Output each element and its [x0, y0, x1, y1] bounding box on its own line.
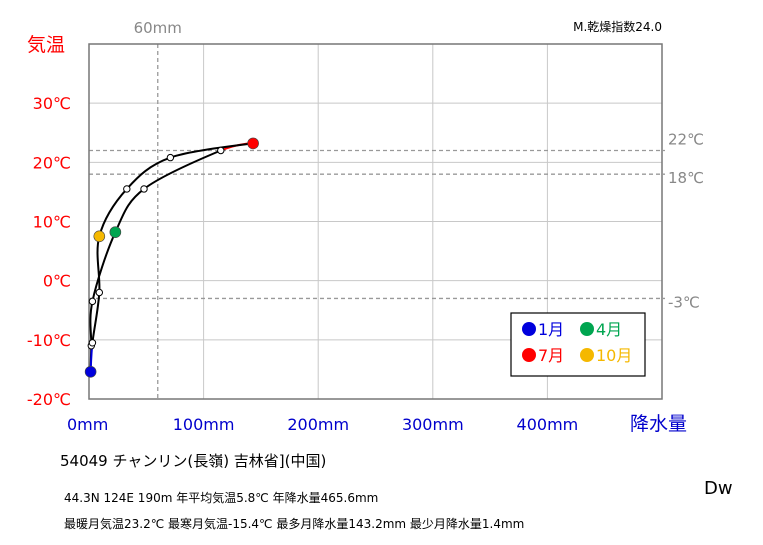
climate-curve: [89, 141, 256, 373]
legend-marker: [580, 322, 594, 336]
month-point-10: [93, 230, 106, 243]
y-tick-label: 20℃: [33, 153, 71, 172]
month-point-8: [166, 153, 175, 162]
legend-marker: [522, 348, 536, 362]
month-point-11: [95, 288, 104, 297]
month-point-5: [140, 185, 148, 193]
legend-label: 7月: [538, 346, 564, 365]
x-tick-label: 0mm: [67, 415, 108, 434]
dryness-index: M.乾燥指数24.0: [573, 19, 662, 34]
legend-marker: [580, 348, 594, 362]
koppen-class: Dw: [704, 478, 733, 499]
y-tick-label: 0℃: [43, 272, 71, 291]
month-point-9: [123, 185, 131, 193]
curve-segment-5-6: [143, 149, 222, 190]
x-tick-label: 200mm: [287, 415, 349, 434]
legend-label: 4月: [596, 320, 622, 339]
ref-label-temp: 18℃: [668, 169, 704, 187]
station-title: 54049 チャンリン(長嶺) 吉林省](中国): [60, 452, 327, 470]
month-point-7: [247, 137, 259, 150]
month-points: [84, 137, 259, 378]
legend-marker: [522, 322, 536, 336]
month-point-1: [84, 365, 97, 378]
x-axis-title: 降水量: [630, 413, 687, 435]
station-stats-2: 最暖月気温23.2℃ 最寒月気温-15.4℃ 最多月降水量143.2mm 最少月…: [64, 517, 525, 531]
grid: [89, 44, 662, 399]
month-point-6: [217, 146, 225, 155]
station-stats-1: 44.3N 124E 190m 年平均気温5.8℃ 年降水量465.6mm: [64, 491, 379, 505]
ref-label-temp: -3℃: [668, 293, 700, 311]
y-tick-label: 30℃: [33, 94, 71, 113]
plot-frame: [88, 43, 663, 400]
reference-lines: 60mm 22℃ 18℃ -3℃: [89, 19, 704, 399]
axis-labels: M.乾燥指数24.0 -20℃ -10℃ 0℃ 10℃ 20℃ 30℃ 0mm 100mm 200…: [27, 19, 687, 435]
curve-segment-8-9: [126, 156, 171, 190]
y-axis-title: 気温: [27, 34, 65, 56]
legend: 1月 4月 7月 10月: [510, 312, 646, 377]
x-tick-label: 100mm: [173, 415, 235, 434]
x-tick-label: 400mm: [517, 415, 579, 434]
legend-label: 1月: [538, 320, 564, 339]
y-tick-label: 10℃: [33, 213, 71, 232]
x-tick-label: 300mm: [402, 415, 464, 434]
ref-label-precip: 60mm: [134, 19, 182, 37]
y-tick-label: -20℃: [27, 390, 71, 409]
ref-label-temp: 22℃: [668, 131, 704, 149]
y-tick-label: -10℃: [27, 331, 71, 350]
curve-segment-3-4: [91, 231, 117, 302]
month-point-3: [88, 297, 97, 306]
month-point-12: [88, 339, 97, 347]
month-point-4: [109, 226, 122, 238]
legend-box: [510, 312, 646, 377]
curve-segment-4-5: [114, 188, 145, 233]
legend-label: 10月: [596, 346, 632, 365]
